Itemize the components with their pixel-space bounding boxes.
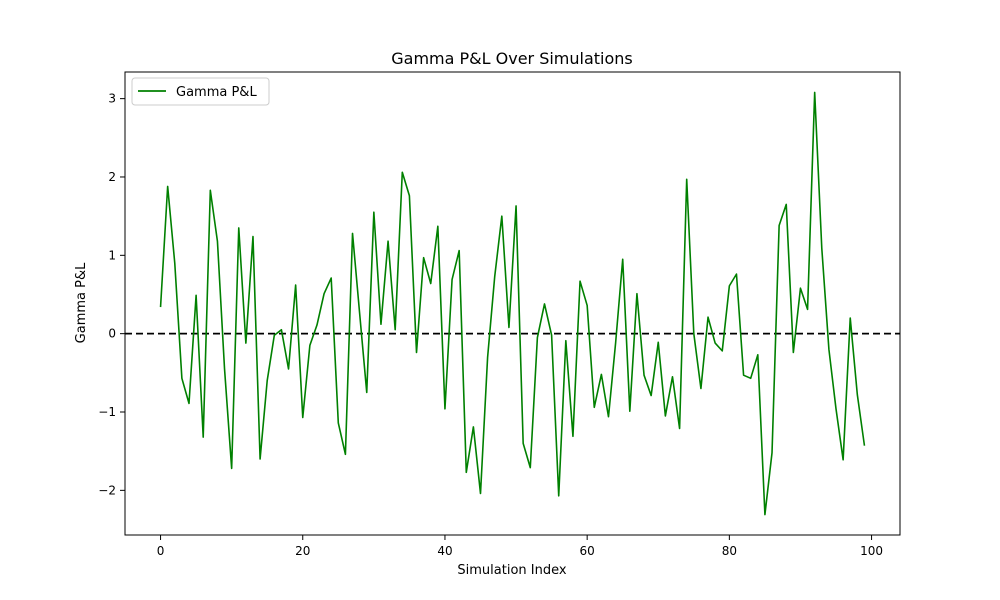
y-tick-label: 2 (108, 170, 116, 184)
legend: Gamma P&L (131, 77, 270, 106)
plot-area (125, 72, 900, 535)
x-tick-label: 60 (580, 544, 595, 558)
y-tick-label: 3 (108, 92, 116, 106)
gamma-pnl-series-line (159, 91, 866, 516)
legend-label: Gamma P&L (176, 85, 257, 100)
legend-box (131, 77, 270, 106)
y-axis-label: Gamma P&L (74, 262, 89, 343)
x-axis-ticks: 0 20 40 60 80 100 (157, 535, 883, 558)
chart-title: Gamma P&L Over Simulations (391, 49, 633, 68)
x-axis-label: Simulation Index (457, 563, 566, 578)
y-tick-label: −1 (98, 405, 116, 419)
x-tick-label: 40 (437, 544, 452, 558)
y-tick-label: 1 (108, 248, 116, 262)
x-tick-label: 80 (722, 544, 737, 558)
x-tick-label: 100 (860, 544, 883, 558)
plot-frame (124, 71, 901, 536)
x-tick-label: 20 (295, 544, 310, 558)
y-tick-label: 0 (108, 327, 116, 341)
y-tick-label: −2 (98, 483, 116, 497)
x-tick-label: 0 (157, 544, 165, 558)
y-axis-ticks: −2 −1 0 1 2 3 (98, 92, 125, 497)
